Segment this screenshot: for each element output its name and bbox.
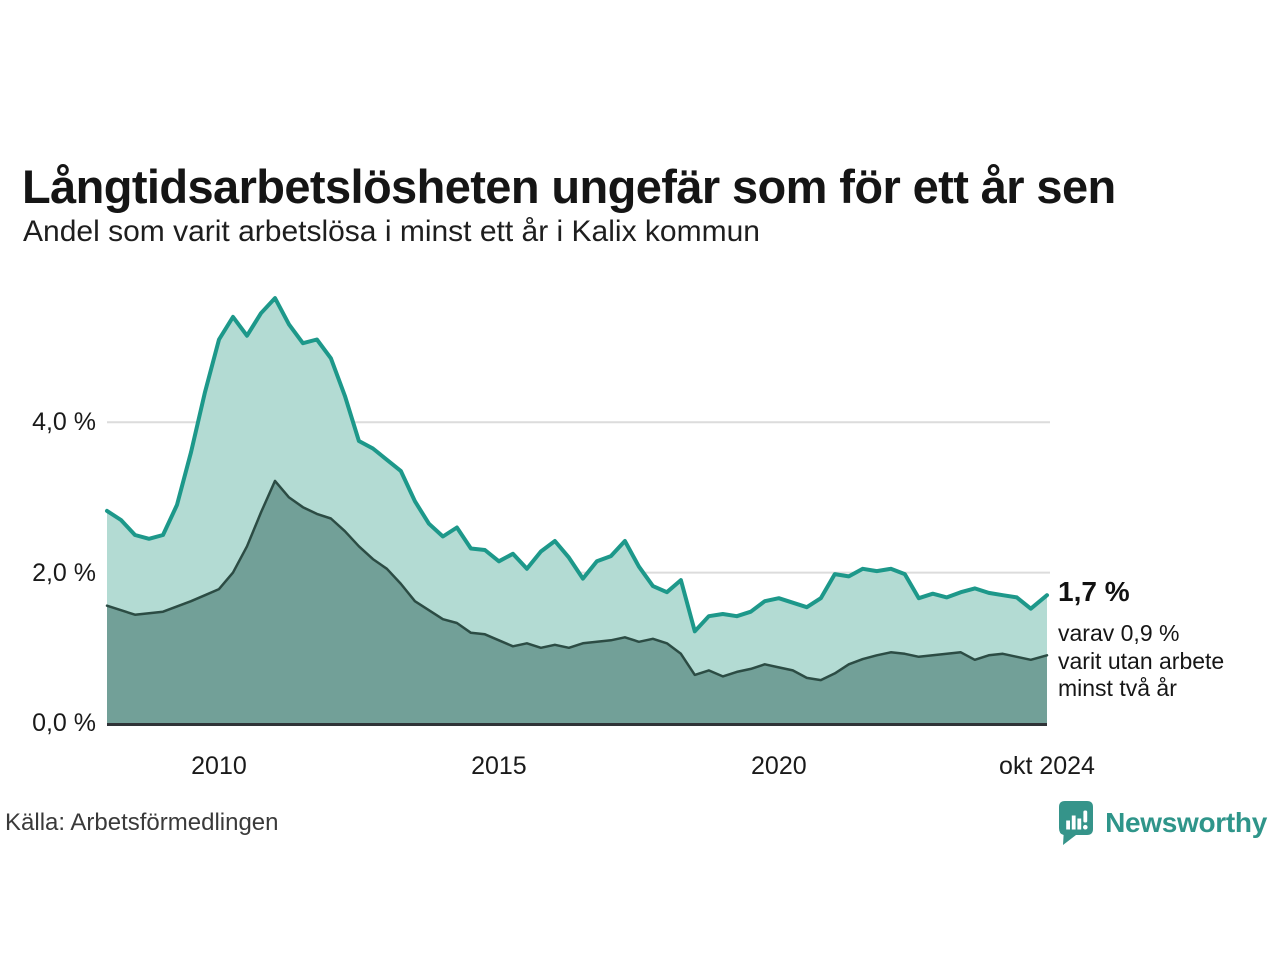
end-value-label: 1,7 % xyxy=(1058,576,1130,607)
line-unemployed-two-years xyxy=(105,479,1049,682)
y-tick-label: 4,0 % xyxy=(32,408,96,437)
x-tick-label: 2020 xyxy=(751,752,807,780)
y-tick-label: 0,0 % xyxy=(32,709,96,737)
source-note: Källa: Arbetsförmedlingen xyxy=(5,809,279,836)
x-tick-label: 2015 xyxy=(471,752,527,780)
x-tick-label: 2010 xyxy=(191,752,247,780)
end-value-annotation: 1,7 % varav 0,9 % varit utan arbete mins… xyxy=(1058,576,1273,703)
detail-line: varav 0,9 % xyxy=(1058,620,1180,646)
newsworthy-wordmark: Newsworthy xyxy=(1105,806,1267,838)
area-unemployed-two-years xyxy=(107,480,1047,723)
end-value-details: varav 0,9 % varit utan arbete minst två … xyxy=(1058,620,1273,703)
page-subtitle: Andel som varit arbetslösa i minst ett å… xyxy=(23,215,760,248)
detail-line: varit utan arbete xyxy=(1058,647,1225,674)
detail-line: minst två år xyxy=(1058,675,1177,701)
page-title: Långtidsarbetslösheten ungefär som för e… xyxy=(22,160,1116,214)
x-tick-label: okt 2024 xyxy=(999,752,1095,780)
y-tick-label: 2,0 % xyxy=(32,558,96,587)
line-unemployed-one-year xyxy=(105,296,1049,634)
newsworthy-bubble-chart-icon xyxy=(1059,801,1094,845)
newsworthy-logo[interactable]: Newsworthy xyxy=(1056,799,1267,846)
